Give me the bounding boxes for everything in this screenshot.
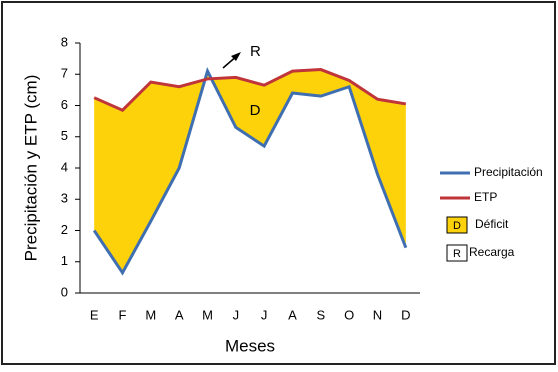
y-tick-label: 7 <box>61 66 68 81</box>
x-tick-label: F <box>119 307 127 322</box>
y-tick-label: 4 <box>61 159 68 174</box>
x-tick-label: N <box>373 307 382 322</box>
legend-symbol: R <box>453 248 461 260</box>
x-axis-label: Meses <box>225 336 275 355</box>
legend-box <box>446 216 468 234</box>
x-tick-label: J <box>261 307 268 322</box>
legend-symbol: D <box>453 220 461 232</box>
annotation: R <box>250 43 261 60</box>
legend-label: ETP <box>474 190 497 204</box>
y-tick-label: 5 <box>61 128 68 143</box>
annotation: D <box>250 102 261 119</box>
legend-label: Déficit <box>475 217 509 231</box>
y-tick-label: 1 <box>61 253 68 268</box>
legend-box <box>446 244 468 262</box>
y-tick-label: 3 <box>61 191 68 206</box>
y-tick-label: 2 <box>61 222 68 237</box>
series-line <box>93 68 407 112</box>
x-tick-label: A <box>288 307 297 322</box>
x-tick-label: A <box>175 307 184 322</box>
legend-label: Recarga <box>469 245 515 259</box>
x-tick-label: M <box>202 307 213 322</box>
x-tick-label: M <box>145 307 156 322</box>
series-line <box>92 67 408 276</box>
x-tick-label: J <box>233 307 240 322</box>
legend-label: Precipitación <box>474 165 543 179</box>
x-tick-label: S <box>316 307 325 322</box>
frame <box>1 1 556 365</box>
y-axis-label: Precipitación y ETP (cm) <box>21 75 40 262</box>
x-tick-label: D <box>401 307 410 322</box>
deficit-area <box>94 69 406 273</box>
x-tick-label: E <box>90 307 99 322</box>
x-tick-label: O <box>344 307 354 322</box>
y-tick-label: 8 <box>61 34 68 49</box>
y-tick-label: 6 <box>61 97 68 112</box>
y-tick-label: 0 <box>61 284 68 299</box>
annotation-arrowhead <box>231 52 241 61</box>
